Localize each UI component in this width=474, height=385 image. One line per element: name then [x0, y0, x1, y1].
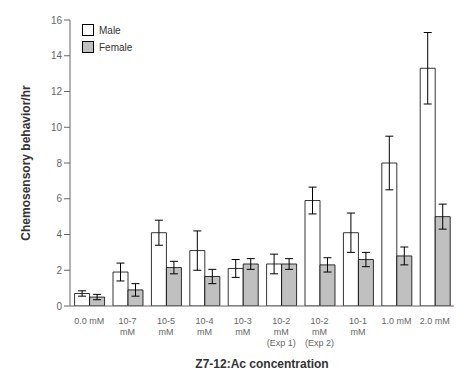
svg-text:16: 16	[51, 15, 63, 26]
svg-text:10-4mM: 10-4mM	[195, 316, 213, 337]
svg-text:10-5mM: 10-5mM	[157, 316, 175, 337]
svg-text:4: 4	[56, 229, 62, 240]
svg-text:10-7mM: 10-7mM	[119, 316, 137, 337]
html-text:Female: Female	[99, 41, 133, 53]
svg-text:12: 12	[51, 86, 63, 97]
svg-text:Chemosensory behavior/hr: Chemosensory behavior/hr	[19, 85, 33, 241]
svg-text:10-2mM(Exp 2): 10-2mM(Exp 2)	[305, 316, 334, 348]
svg-text:2: 2	[56, 265, 62, 276]
svg-text:2.0 mM: 2.0 mM	[420, 316, 450, 326]
svg-text:0.0 mM: 0.0 mM	[74, 316, 104, 326]
svg-text:0: 0	[56, 301, 62, 312]
svg-text:10: 10	[51, 122, 63, 133]
svg-text:8: 8	[56, 158, 62, 169]
svg-text:1.0 mM: 1.0 mM	[381, 316, 411, 326]
svg-text:10-2mM(Exp 1): 10-2mM(Exp 1)	[267, 316, 296, 348]
svg-text:14: 14	[51, 50, 63, 61]
svg-text:6: 6	[56, 193, 62, 204]
svg-text:10-3mM: 10-3mM	[234, 316, 252, 337]
html-text:Male: Male	[99, 24, 121, 36]
svg-text:Z7-12:Ac concentration: Z7-12:Ac concentration	[195, 357, 328, 371]
svg-text:10-1mM: 10-1mM	[349, 316, 367, 337]
